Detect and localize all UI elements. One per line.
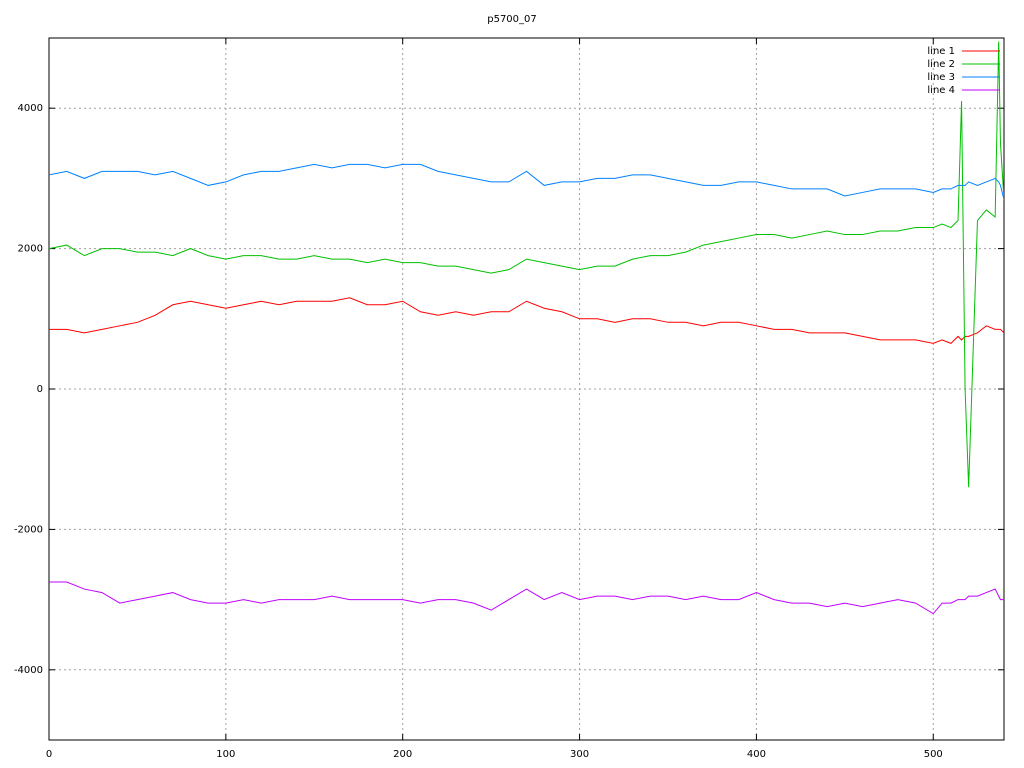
plot-area — [49, 41, 1004, 615]
legend-label: line 3 — [927, 72, 955, 83]
y-tick-label: -4000 — [14, 665, 43, 676]
x-tick-label: 0 — [46, 749, 52, 760]
data-line — [49, 41, 1004, 488]
chart-title: p5700_07 — [487, 14, 537, 25]
y-tick-label: 2000 — [18, 244, 43, 255]
x-tick-label: 500 — [924, 749, 943, 760]
legend-label: line 4 — [927, 85, 955, 96]
legend-label: line 2 — [927, 59, 955, 70]
y-tick-label: 4000 — [18, 103, 43, 114]
legend-label: line 1 — [927, 46, 955, 57]
plot-border — [48, 37, 1005, 741]
x-tick-label: 100 — [216, 749, 235, 760]
x-tick-label: 300 — [570, 749, 589, 760]
x-tick-label: 400 — [747, 749, 766, 760]
data-line — [49, 297, 1004, 344]
data-line — [49, 163, 1004, 200]
y-tick-label: 0 — [37, 384, 43, 395]
x-tick-label: 200 — [393, 749, 412, 760]
data-line — [49, 581, 1004, 615]
y-tick-label: -2000 — [14, 524, 43, 535]
